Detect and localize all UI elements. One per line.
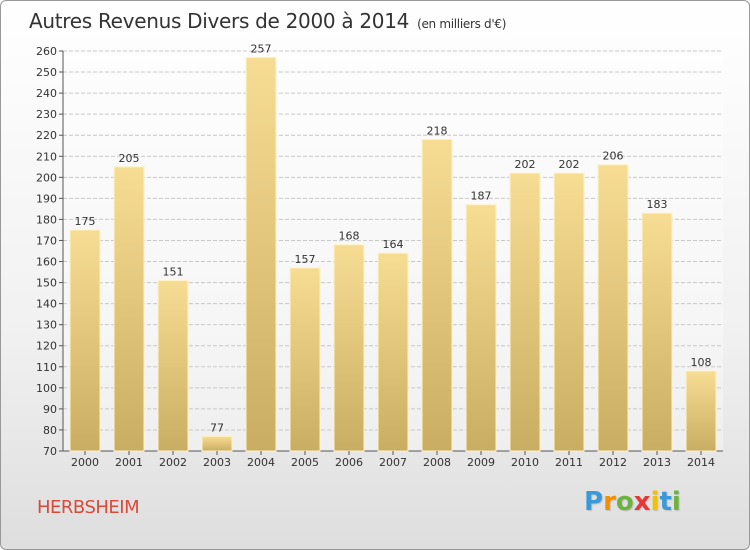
bar	[685, 370, 717, 452]
bar	[157, 279, 189, 452]
x-tick-label: 2014	[687, 456, 715, 469]
x-tick-label: 2007	[379, 456, 407, 469]
x-tick-label: 2011	[555, 456, 583, 469]
y-tick-label: 180	[36, 213, 57, 226]
bar-value-label: 206	[603, 150, 624, 163]
x-tick-label: 2008	[423, 456, 451, 469]
bar-value-label: 168	[339, 230, 360, 243]
x-tick-label: 2013	[643, 456, 671, 469]
bar-value-label: 164	[383, 238, 404, 251]
bar-value-label: 202	[559, 158, 580, 171]
y-tick-label: 230	[36, 108, 57, 121]
commune-name: HERBSHEIM	[37, 497, 140, 518]
x-tick-label: 2009	[467, 456, 495, 469]
x-tick-label: 2002	[159, 456, 187, 469]
y-tick-label: 110	[36, 361, 57, 374]
y-tick-label: 150	[36, 277, 57, 290]
y-tick-label: 170	[36, 234, 57, 247]
logo-letter: P	[584, 487, 604, 517]
y-tick-label: 220	[36, 129, 57, 142]
bar	[377, 252, 409, 452]
chart-subtitle: (en milliers d'€)	[417, 17, 507, 31]
bar	[333, 244, 365, 452]
bar-value-label: 77	[210, 421, 224, 434]
bar	[553, 172, 585, 452]
bar-value-label: 175	[75, 215, 96, 228]
x-tick-label: 2010	[511, 456, 539, 469]
bar-value-label: 183	[647, 198, 668, 211]
y-tick-label: 80	[43, 424, 57, 437]
bar-value-label: 202	[515, 158, 536, 171]
logo-letter: i	[671, 487, 681, 517]
logo-letter: r	[603, 487, 616, 517]
chart-title: Autres Revenus Divers de 2000 à 2014 (en …	[29, 9, 506, 33]
bar	[289, 267, 321, 452]
bar	[113, 166, 145, 452]
bar	[597, 164, 629, 452]
bar-value-label: 187	[471, 190, 492, 203]
logo-letter: o	[615, 487, 634, 517]
title-text: Autres Revenus Divers de 2000 à 2014	[29, 9, 410, 33]
bar	[509, 172, 541, 452]
y-tick-label: 120	[36, 340, 57, 353]
proxiti-logo: Proxiti	[584, 487, 681, 517]
bar-value-label: 151	[163, 265, 184, 278]
y-tick-label: 90	[43, 403, 57, 416]
y-tick-label: 100	[36, 382, 57, 395]
y-tick-label: 210	[36, 150, 57, 163]
bar-value-label: 108	[691, 356, 712, 369]
y-tick-label: 260	[36, 45, 57, 58]
logo-letter: x	[633, 487, 651, 517]
bar	[465, 204, 497, 452]
y-tick-label: 130	[36, 319, 57, 332]
logo-letter: t	[659, 487, 672, 517]
y-tick-label: 140	[36, 298, 57, 311]
y-tick-label: 240	[36, 87, 57, 100]
x-tick-label: 2012	[599, 456, 627, 469]
x-tick-label: 2005	[291, 456, 319, 469]
x-tick-label: 2000	[71, 456, 99, 469]
bar-value-label: 218	[427, 124, 448, 137]
bar	[245, 56, 277, 452]
y-tick-label: 160	[36, 256, 57, 269]
x-tick-label: 2004	[247, 456, 275, 469]
bar	[641, 212, 673, 452]
bar	[201, 435, 233, 452]
y-tick-label: 250	[36, 66, 57, 79]
bar	[421, 138, 453, 452]
bar-value-label: 257	[251, 42, 272, 55]
y-tick-label: 190	[36, 192, 57, 205]
x-tick-label: 2003	[203, 456, 231, 469]
logo-letter: i	[650, 487, 660, 517]
bar	[69, 229, 101, 452]
y-tick-label: 200	[36, 171, 57, 184]
bar-value-label: 205	[119, 152, 140, 165]
bar-value-label: 157	[295, 253, 316, 266]
y-tick-label: 70	[43, 445, 57, 458]
x-tick-label: 2006	[335, 456, 363, 469]
x-tick-label: 2001	[115, 456, 143, 469]
